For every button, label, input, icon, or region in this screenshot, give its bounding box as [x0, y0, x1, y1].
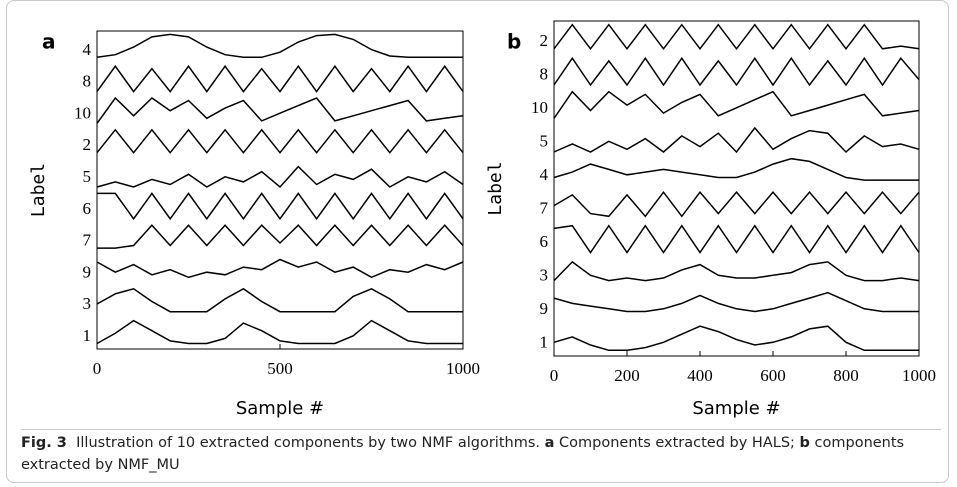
trace [97, 192, 464, 221]
trace [553, 56, 920, 87]
y-tick-label: 6 [83, 199, 92, 218]
y-tick-label: 7 [83, 231, 92, 250]
trace [97, 224, 464, 249]
figure: 4 8 10 2 5 6 7 9 3 1 0 500 1000 a Sample # Label 2 8 10 5 4 7… [6, 0, 949, 483]
y-tick-label: 2 [83, 135, 92, 154]
x-axis-title: Sample # [692, 398, 780, 419]
x-tick-label: 200 [614, 366, 640, 385]
trace [553, 224, 920, 254]
y-tick-label: 4 [540, 165, 549, 184]
trace [553, 126, 920, 154]
y-tick-label: 2 [540, 31, 549, 50]
y-axis-title: Label [485, 161, 506, 215]
trace [96, 33, 463, 59]
trace [553, 325, 919, 352]
trace [96, 165, 464, 189]
y-tick-label: 9 [83, 262, 92, 281]
trace [553, 291, 919, 313]
trace [553, 190, 920, 218]
caption-key: b [799, 435, 810, 451]
x-tick-label: 400 [687, 366, 713, 385]
y-tick-label: 1 [540, 333, 549, 352]
trace [553, 260, 920, 282]
y-tick-label: 3 [540, 266, 549, 285]
y-tick-label: 5 [540, 132, 549, 151]
trace [553, 90, 920, 119]
trace [96, 319, 463, 345]
y-tick-label: 9 [540, 299, 549, 318]
caption-text: Illustration of 10 extracted components … [76, 435, 540, 451]
caption-key: a [544, 435, 555, 451]
trace [553, 157, 919, 181]
y-tick-label: 8 [540, 65, 549, 84]
y-tick-label: 10 [74, 103, 91, 122]
x-tick-label: 600 [760, 366, 786, 385]
caption-label: Fig. 3 [21, 435, 67, 451]
trace [96, 96, 464, 124]
caption-item: Components extracted by HALS; [559, 435, 795, 451]
panel-label: b [507, 30, 521, 54]
x-tick-label: 500 [267, 359, 293, 378]
x-axis-title: Sample # [236, 398, 324, 419]
x-tick-label: 0 [93, 359, 102, 378]
y-tick-label: 5 [83, 167, 92, 186]
trace [96, 258, 464, 279]
y-tick-label: 8 [83, 72, 92, 91]
x-tick-label: 0 [550, 366, 559, 385]
x-tick-label: 800 [833, 366, 859, 385]
trace [96, 128, 464, 154]
trace [553, 23, 920, 51]
panel-label: a [42, 30, 56, 54]
y-tick-label: 7 [540, 199, 549, 218]
trace [96, 287, 463, 313]
trace [96, 64, 464, 93]
x-tick-label: 1000 [446, 359, 480, 378]
x-tick-label: 1000 [902, 366, 936, 385]
y-tick-label: 10 [531, 98, 548, 117]
plot-frame [553, 20, 920, 357]
y-tick-label: 3 [83, 294, 92, 313]
y-axis-title: Label [28, 163, 49, 217]
caption-item: components extracted by NMF_MU [21, 435, 905, 473]
y-tick-label: 6 [540, 232, 549, 251]
caption: Fig. 3 Illustration of 10 extracted comp… [21, 429, 941, 476]
y-tick-label: 4 [83, 40, 92, 59]
y-tick-label: 1 [83, 326, 92, 345]
